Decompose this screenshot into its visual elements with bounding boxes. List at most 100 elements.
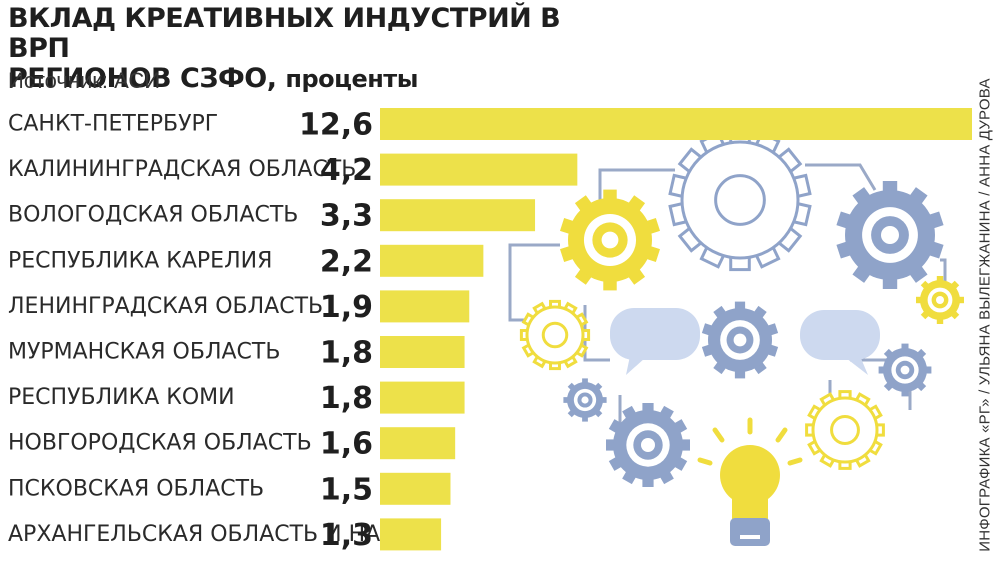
- bar-row: НОВГОРОДСКАЯ ОБЛАСТЬ 1,6: [8, 427, 456, 462]
- chart-title: ВКЛАД КРЕАТИВНЫХ ИНДУСТРИЙ В ВРП РЕГИОНО…: [8, 4, 628, 94]
- gears-artwork: [508, 130, 964, 546]
- gear-yellow-icon-tooth: [626, 195, 646, 214]
- value-label: 12,6: [299, 108, 373, 143]
- value-label: 1,8: [320, 336, 373, 371]
- bulb-ray: [712, 427, 725, 443]
- gear-small-blue-icon-tooth: [901, 388, 909, 397]
- speech-bubble-right-icon: [800, 310, 880, 360]
- category-label: ПСКОВСКАЯ ОБЛАСТЬ: [8, 476, 264, 501]
- gear-small-yellow-icon-axle: [936, 296, 944, 304]
- bar: [380, 472, 451, 505]
- bulb-base-line: [740, 535, 760, 539]
- gear-lower-outline-icon-hub: [830, 415, 860, 445]
- bulb-ray: [697, 457, 713, 466]
- value-label: 1,8: [320, 381, 373, 416]
- category-label: САНКТ-ПЕТЕРБУРГ: [8, 112, 218, 137]
- bar-row: САНКТ-ПЕТЕРБУРГ 12,6: [8, 108, 972, 143]
- gear-small-yellow-icon-tooth: [936, 276, 944, 284]
- gear-yellow-icon: [559, 189, 661, 291]
- gear-small-yellow-icon-tooth: [936, 316, 944, 324]
- title-line-1: ВКЛАД КРЕАТИВНЫХ ИНДУСТРИЙ В ВРП: [8, 3, 561, 64]
- gear-center-blue-icon: [701, 301, 779, 379]
- bar-row: ВОЛОГОДСКАЯ ОБЛАСТЬ 3,3: [8, 199, 536, 234]
- value-label: 2,2: [320, 244, 373, 279]
- bulb-ray: [787, 457, 803, 466]
- gear-yellow-icon-axle: [601, 231, 619, 249]
- value-label: 1,6: [320, 427, 373, 462]
- gear-small-blue-icon: [878, 343, 932, 397]
- gear-small-blue-icon-tooth: [901, 343, 909, 352]
- bar: [380, 244, 484, 277]
- gears-illustration: [508, 130, 964, 546]
- speech-bubble-right-tail: [846, 356, 868, 375]
- category-label: АРХАНГЕЛЬСКАЯ ОБЛАСТЬ И НАО: [8, 522, 398, 547]
- gear-lower-blue-icon-tooth: [642, 403, 654, 414]
- category-label: ЛЕНИНГРАДСКАЯ ОБЛАСТЬ: [8, 294, 323, 319]
- bar: [380, 199, 536, 232]
- value-label: 4,2: [320, 153, 373, 188]
- bar: [380, 153, 578, 186]
- value-label: 1,3: [320, 518, 373, 553]
- gear-lower-outline-icon: [805, 390, 885, 470]
- category-label: РЕСПУБЛИКА КАРЕЛИЯ: [8, 248, 272, 273]
- bars-layer: САНКТ-ПЕТЕРБУРГ 12,6 КАЛИНИНГРАДСКАЯ ОБЛАС…: [8, 108, 972, 553]
- bulb-ray: [775, 427, 788, 443]
- gear-blue-icon-tooth: [908, 187, 928, 207]
- gear-tiny-blue-icon-axle: [581, 396, 589, 404]
- gear-blue-icon-tooth: [908, 263, 928, 283]
- gear-center-blue-icon-axle: [733, 333, 747, 347]
- gear-yellow-icon-tooth: [574, 195, 594, 214]
- gear-lower-blue-icon-axle: [641, 438, 655, 452]
- category-label: РЕСПУБЛИКА КОМИ: [8, 385, 235, 410]
- value-label: 3,3: [320, 199, 373, 234]
- value-label: 1,9: [320, 290, 373, 325]
- bar: [380, 290, 470, 323]
- gear-outline-yellow-icon: [519, 299, 591, 371]
- category-label: МУРМАНСКАЯ ОБЛАСТЬ: [8, 340, 280, 365]
- bar-row: МУРМАНСКАЯ ОБЛАСТЬ 1,8: [8, 336, 465, 371]
- gear-blue-icon-tooth: [852, 263, 872, 283]
- connector-line: [805, 163, 877, 191]
- light-bulb-icon: [697, 417, 803, 546]
- bulb-neck: [732, 490, 768, 520]
- gear-yellow-icon-tooth: [626, 266, 646, 285]
- gear-large-outline-icon: [668, 130, 812, 272]
- connector-line: [598, 168, 675, 210]
- gear-tiny-blue-icon: [563, 378, 607, 422]
- category-label: НОВГОРОДСКАЯ ОБЛАСТЬ: [8, 431, 312, 456]
- source-note: Источник: АСИ: [8, 68, 161, 93]
- bar: [380, 381, 465, 414]
- bar-row: РЕСПУБЛИКА КОМИ 1,8: [8, 381, 465, 416]
- gear-lower-blue-icon-tooth: [642, 476, 654, 487]
- bulb-rays: [697, 417, 803, 466]
- bar-row: РЕСПУБЛИКА КАРЕЛИЯ 2,2: [8, 244, 484, 279]
- bar-row: ПСКОВСКАЯ ОБЛАСТЬ 1,5: [8, 472, 451, 507]
- gear-blue-icon: [836, 181, 944, 289]
- speech-bubble-left-tail: [626, 356, 645, 375]
- speech-bubble-left-icon: [610, 308, 700, 360]
- bar: [380, 518, 442, 551]
- title-line-2: РЕГИОНОВ СЗФО, проценты: [8, 64, 628, 94]
- gear-small-blue-icon-axle: [900, 365, 910, 375]
- value-label: 1,5: [320, 472, 373, 507]
- category-label: КАЛИНИНГРАДСКАЯ ОБЛАСТЬ: [8, 157, 356, 182]
- gear-yellow-icon-tooth: [574, 266, 594, 285]
- title-unit: проценты: [285, 65, 418, 93]
- bar: [380, 336, 465, 368]
- bar: [380, 108, 972, 140]
- category-label: ВОЛОГОДСКАЯ ОБЛАСТЬ: [8, 203, 298, 228]
- title-line-2-text: РЕГИОНОВ СЗФО,: [8, 63, 277, 94]
- gear-blue-icon-tooth: [852, 187, 872, 207]
- gear-center-blue-icon-tooth: [734, 368, 746, 379]
- gear-small-yellow-icon: [916, 276, 964, 324]
- gear-center-blue-icon-tooth: [734, 301, 746, 312]
- gear-blue-icon-axle: [881, 226, 899, 244]
- gear-large-outline-icon-hub: [714, 174, 766, 226]
- gear-lower-blue-icon: [606, 403, 690, 487]
- gear-outline-yellow-icon-hub: [541, 321, 569, 349]
- bar: [380, 427, 456, 460]
